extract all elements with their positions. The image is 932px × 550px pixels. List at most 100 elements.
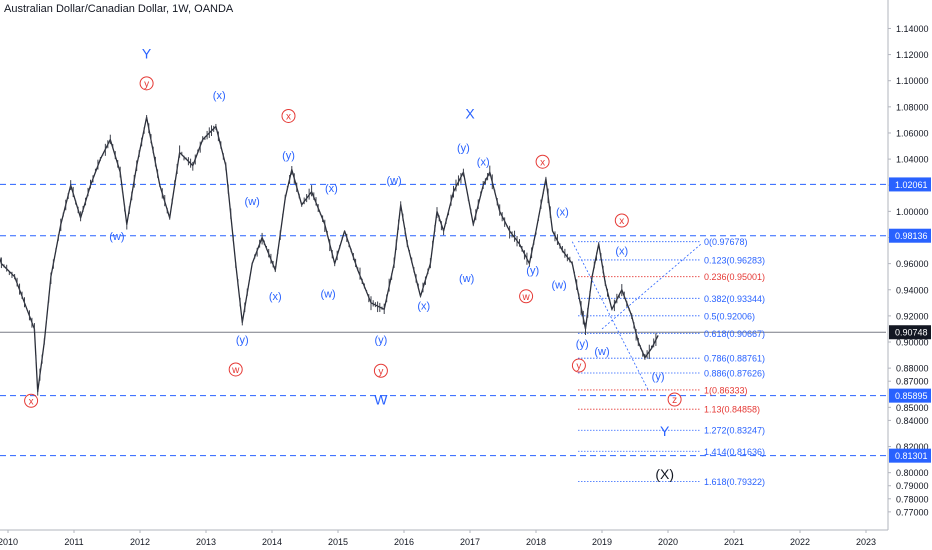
- price-tick-label: 0.85000: [896, 403, 929, 413]
- wave-circle: [667, 392, 682, 407]
- time-tick-label: 2023: [856, 537, 876, 547]
- fib-label: 0.123(0.96283): [704, 255, 765, 265]
- fib-label: 0.5(0.92006): [704, 311, 755, 321]
- wave-circle: [24, 393, 39, 408]
- chart-title: Australian Dollar/Canadian Dollar, 1W, O…: [4, 3, 234, 15]
- time-tick-label: 2020: [658, 537, 678, 547]
- time-tick-label: 2017: [460, 537, 480, 547]
- level-badge-label: 1.02061: [895, 180, 928, 190]
- fib-label: 0.382(0.93344): [704, 294, 765, 304]
- price-tick-label: 1.04000: [896, 155, 929, 165]
- wave-label: z: [672, 395, 677, 406]
- wave-circle: [228, 362, 243, 377]
- fib-label: 0.236(0.95001): [704, 272, 765, 282]
- level-badge: [889, 448, 931, 463]
- time-tick-label: 2013: [196, 537, 216, 547]
- fib-label: 0.886(0.87626): [704, 369, 765, 379]
- wave-labels-layer: Yy (x) x X (y) (y) (x) x (w) (x) (w) (x) x (w) (x) (y) (…: [24, 45, 682, 482]
- wave-label: (x): [269, 291, 282, 303]
- wave-circle: [519, 289, 534, 304]
- time-axis-bg: [0, 530, 888, 550]
- level-lines-layer: [0, 183, 886, 457]
- price-tick-label: 1.12000: [896, 50, 929, 60]
- wave-label: (y): [576, 338, 589, 350]
- level-badge: [889, 228, 931, 243]
- wave-label: W: [374, 392, 388, 408]
- wave-label: Y: [660, 423, 670, 439]
- wave-label: (w): [551, 279, 566, 291]
- price-tick-label: 1.10000: [896, 76, 929, 86]
- time-tick-label: 2021: [724, 537, 744, 547]
- time-tick-label: 2019: [592, 537, 612, 547]
- wave-label: x: [540, 157, 545, 168]
- wave-circle: [535, 154, 550, 169]
- price-tick-label: 0.88000: [896, 364, 929, 374]
- wave-label: w: [231, 365, 240, 376]
- fib-label: 0.618(0.90667): [704, 329, 765, 339]
- wave-label: y: [144, 79, 149, 90]
- wave-label: (x): [325, 183, 338, 195]
- wave-label: x: [286, 112, 291, 123]
- wave-label: (w): [459, 273, 474, 285]
- time-tick-label: 2010: [0, 537, 18, 547]
- wave-label: x: [29, 396, 34, 407]
- price-tick-label: 0.80000: [896, 468, 929, 478]
- price-tick-label: 0.77000: [896, 507, 929, 517]
- wave-label: (y): [374, 334, 387, 346]
- wave-label: (w): [109, 231, 124, 243]
- current-price-label: 0.90748: [895, 328, 928, 338]
- level-badge-label: 0.85895: [895, 391, 928, 401]
- price-tick-label: 0.79000: [896, 481, 929, 491]
- wave-label: w: [521, 292, 530, 303]
- wave-label: (x): [556, 206, 569, 218]
- level-badge: [889, 388, 931, 403]
- wave-circle: [139, 76, 154, 91]
- wave-label: (y): [652, 371, 665, 383]
- time-tick-label: 2014: [262, 537, 282, 547]
- wave-label: (w): [245, 196, 260, 208]
- fib-label: 0(0.97678): [704, 237, 748, 247]
- time-tick-label: 2011: [64, 537, 83, 547]
- time-tick-label: 2012: [130, 537, 150, 547]
- fib-label: 1.414(0.81636): [704, 447, 765, 457]
- price-tick-label: 0.84000: [896, 416, 929, 426]
- fib-levels-layer: 0(0.97678) 0.123(0.96283) 0.236(0.95001) 0.…: [571, 237, 765, 487]
- price-tick-label: 0.92000: [896, 311, 929, 321]
- price-tick-label: 1.06000: [896, 128, 929, 138]
- current-price-badge: [889, 325, 931, 340]
- price-tick-label: 0.78000: [896, 494, 929, 504]
- price-layer: [0, 115, 659, 396]
- wave-label: x: [619, 216, 624, 227]
- wave-label: (y): [526, 265, 539, 277]
- fib-label: 1(0.86333): [704, 385, 748, 395]
- wave-label: y: [576, 361, 581, 372]
- wave-label: (x): [417, 300, 430, 312]
- price-tick-label: 0.96000: [896, 259, 929, 269]
- wave-label: y: [378, 366, 383, 377]
- level-badge-label: 0.81301: [895, 451, 928, 461]
- wave-label: (x): [615, 246, 628, 258]
- price-tick-label: 0.90000: [896, 338, 929, 348]
- wave-label: (X): [655, 466, 674, 482]
- time-tick-label: 2018: [526, 537, 546, 547]
- wave-label: (w): [386, 175, 401, 187]
- fib-label: 0.786(0.88761): [704, 354, 765, 364]
- level-badge-label: 0.98136: [895, 231, 928, 241]
- wave-label: (x): [213, 90, 226, 102]
- wave-circle: [281, 108, 296, 123]
- wave-label: (y): [282, 150, 295, 162]
- wave-circle: [373, 363, 388, 378]
- wave-label: (w): [594, 346, 609, 358]
- price-tick-label: 0.82000: [896, 442, 929, 452]
- price-tick-label: 0.94000: [896, 285, 929, 295]
- time-tick-label: 2016: [394, 537, 414, 547]
- wave-label: (x): [477, 157, 490, 169]
- fib-label: 1.272(0.83247): [704, 426, 765, 436]
- fib-label: 1.13(0.84858): [704, 405, 760, 415]
- wave-label: X: [465, 105, 475, 121]
- wave-label: (y): [236, 334, 249, 346]
- time-tick-label: 2022: [790, 537, 810, 547]
- price-tick-label: 1.14000: [896, 24, 929, 34]
